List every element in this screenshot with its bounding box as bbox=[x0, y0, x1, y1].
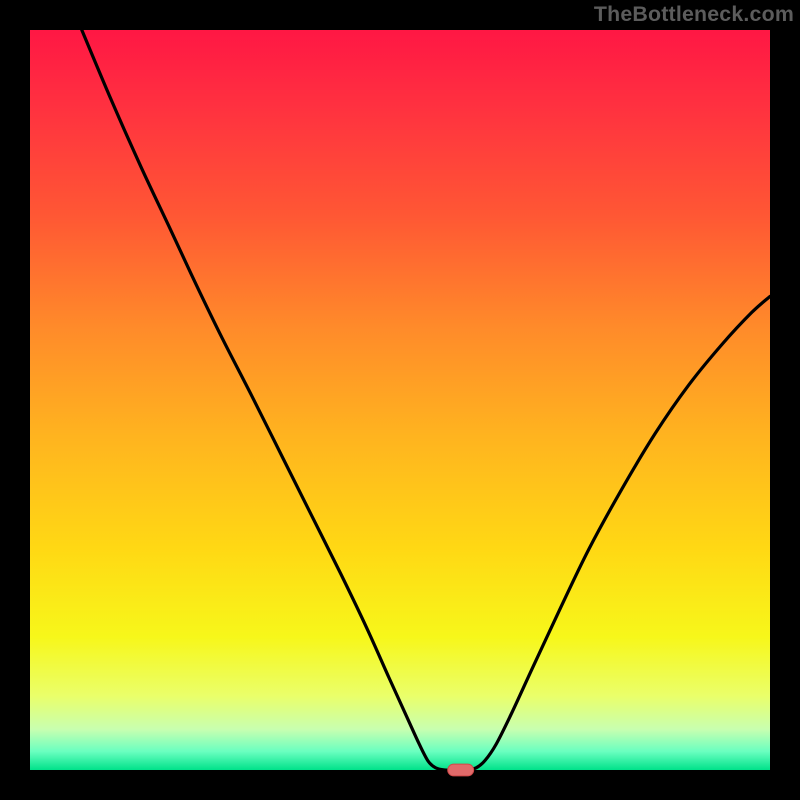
plot-background bbox=[30, 30, 770, 770]
watermark-text: TheBottleneck.com bbox=[594, 2, 794, 27]
chart-svg bbox=[0, 0, 800, 800]
chart-stage: TheBottleneck.com bbox=[0, 0, 800, 800]
optimal-marker bbox=[448, 764, 474, 776]
